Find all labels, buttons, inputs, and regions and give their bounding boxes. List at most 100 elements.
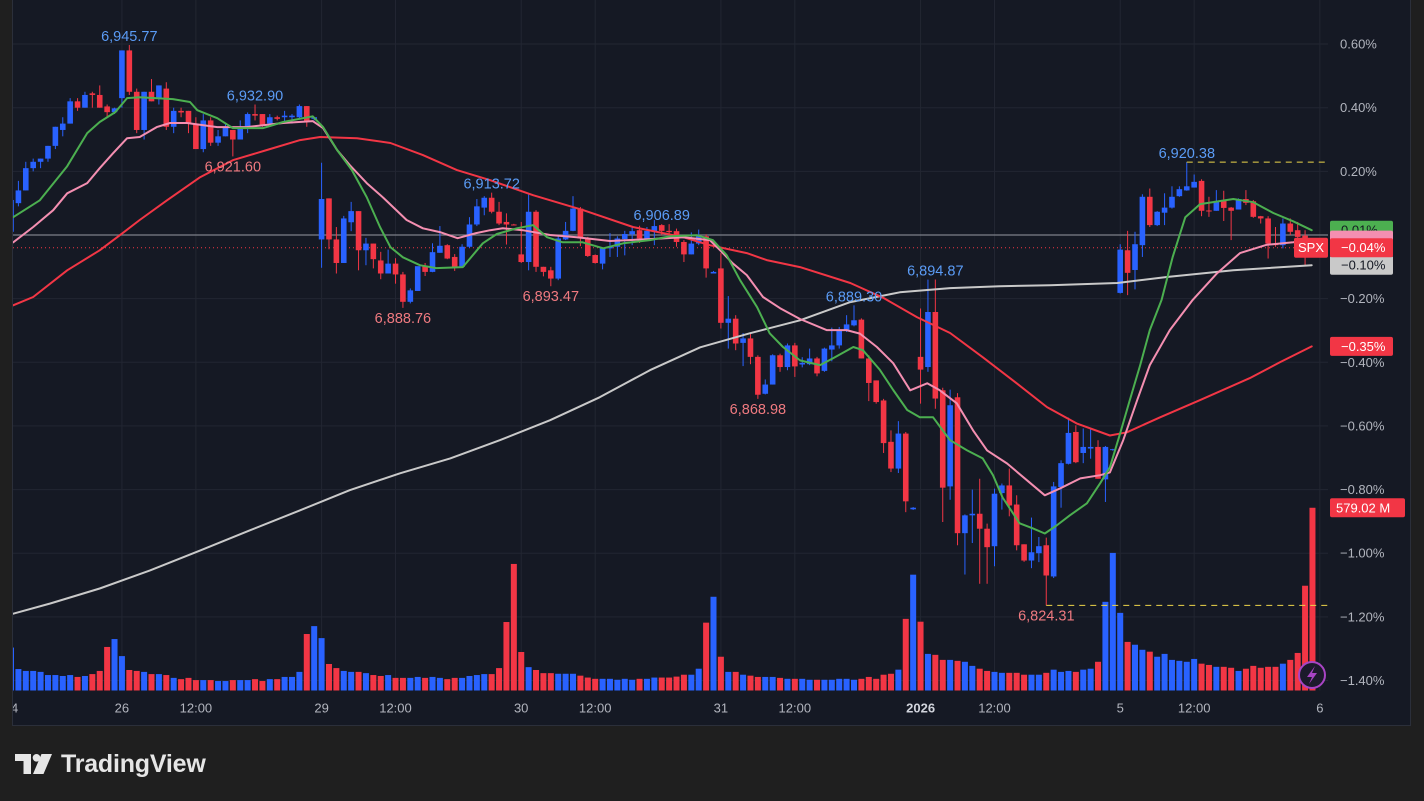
volume-bar [59, 675, 66, 691]
volume-bar [215, 681, 222, 691]
volume-bar [806, 679, 813, 691]
price-axis-label: −1.40% [1340, 673, 1385, 688]
candle-body [895, 433, 902, 469]
volume-bar [954, 660, 961, 691]
pivot-high-label: 6,920.38 [1159, 146, 1215, 162]
candle [1243, 190, 1249, 206]
candle [13, 199, 14, 232]
volume-bar [1013, 672, 1020, 691]
volume-bar [1065, 670, 1072, 691]
plot-area[interactable] [8, 44, 1328, 691]
candle [466, 217, 473, 249]
volume-bar [67, 675, 74, 691]
candlestick-series [13, 44, 1316, 606]
badge-background [1330, 498, 1405, 518]
price-axis-label: −1.20% [1340, 609, 1385, 624]
candle-body [15, 190, 22, 204]
candle [474, 199, 480, 227]
candle-body [200, 120, 207, 150]
realtime-button[interactable] [1298, 661, 1326, 689]
candle [74, 98, 81, 111]
candle-body [1036, 546, 1042, 554]
candle-body [1287, 223, 1294, 232]
volume-bar [873, 678, 880, 691]
candle-body [104, 106, 110, 113]
time-axis-label: 5 [1117, 701, 1124, 716]
candle-body [962, 515, 968, 534]
price-axis[interactable]: 0.60% 0.40% 0.20% −0.20% −0.40% −0.60% −0.80% −… [1340, 37, 1385, 689]
candle-body [1139, 196, 1146, 246]
volume-series [13, 507, 1316, 691]
symbol-tag[interactable]: SPX [1294, 237, 1328, 258]
volume-bar [22, 670, 29, 691]
volume-bar [1095, 661, 1102, 691]
volume-bar [695, 668, 702, 691]
time-axis-label: 12:00 [579, 701, 612, 716]
candle-body [1146, 196, 1153, 226]
candle [274, 115, 281, 121]
volume-bar [104, 646, 111, 691]
candle-body [1058, 463, 1064, 488]
volume-bar [784, 678, 791, 691]
candle [1073, 425, 1079, 464]
candle-body [1095, 446, 1101, 479]
candle-body [267, 117, 273, 124]
volume-bar [592, 678, 599, 691]
candle-body [67, 101, 73, 124]
volume-bar [969, 665, 976, 691]
volume-bar [1279, 663, 1286, 691]
candle [370, 243, 377, 269]
pivot-low-label: 6,824.31 [1018, 608, 1074, 624]
volume-bar [362, 673, 369, 691]
candle-body [747, 338, 754, 357]
candle [141, 91, 147, 140]
volume-bar [163, 675, 170, 691]
candle [407, 288, 414, 304]
candle [1013, 495, 1020, 551]
candle-body [407, 290, 414, 302]
candle [230, 129, 236, 157]
lightning-icon [1307, 666, 1317, 684]
pivot-high-label: 6,894.87 [907, 264, 963, 280]
volume-bar [1213, 666, 1220, 691]
candle-body [917, 356, 924, 370]
time-axis[interactable]: 24 26 12:00 29 12:00 30 12:00 31 12:00 2026 12:00 5… [4, 701, 1324, 716]
candle [607, 233, 613, 257]
volume-bar [976, 668, 983, 691]
candle [215, 129, 221, 146]
volume-bar [207, 680, 214, 691]
volume-bar [1139, 649, 1146, 691]
candle [37, 158, 44, 169]
candle-body [666, 230, 672, 233]
candle [1021, 544, 1027, 562]
candle-body [939, 390, 946, 488]
volume-bar [932, 654, 939, 691]
candle-body [274, 117, 281, 119]
candle-body [170, 110, 177, 127]
volume-bar [666, 677, 673, 691]
time-axis-label: 12:00 [779, 701, 812, 716]
candle-body [37, 158, 44, 162]
candle [89, 91, 96, 108]
volume-bar [814, 679, 821, 691]
candle [814, 356, 820, 377]
volume-bar [1198, 663, 1205, 691]
volume-bar [1132, 644, 1138, 691]
tradingview-logo-icon [15, 754, 52, 774]
volume-bar [325, 663, 332, 691]
candle-body [1132, 244, 1138, 270]
volume-bar [496, 668, 503, 691]
candle-body [621, 234, 628, 240]
candle [340, 215, 347, 263]
candle-body [119, 50, 125, 99]
tradingview-logo[interactable]: TradingView [15, 749, 206, 779]
candle [45, 145, 51, 162]
candle-body [244, 114, 251, 129]
candle-body [1124, 250, 1131, 273]
candle-body [363, 243, 369, 251]
candle-body [459, 246, 465, 267]
badge-text: −0.10% [1341, 258, 1386, 273]
candle [732, 315, 739, 351]
candle [703, 234, 709, 278]
